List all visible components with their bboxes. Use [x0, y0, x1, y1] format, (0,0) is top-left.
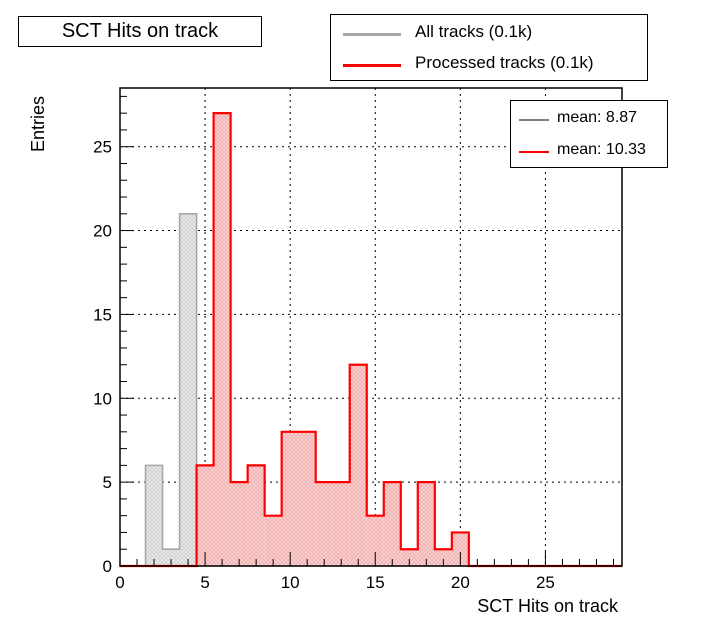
legend-label-processed-tracks: Processed tracks (0.1k)	[415, 53, 594, 72]
histogram-bar	[145, 465, 163, 566]
y-tick-label: 25	[93, 138, 112, 157]
stats-entry-processed-tracks: mean: 10.33	[511, 137, 667, 167]
legend-swatch-processed-tracks	[343, 64, 401, 67]
axis-ticks	[119, 95, 614, 567]
x-tick-label: 0	[115, 573, 124, 592]
legend-entry-processed-tracks: Processed tracks (0.1k)	[331, 50, 647, 80]
legend: All tracks (0.1k) Processed tracks (0.1k…	[330, 14, 648, 81]
histogram-bar	[332, 482, 350, 566]
histogram-outline-processed-tracks	[120, 112, 622, 568]
y-tick-label: 0	[103, 557, 112, 576]
stats-mean-processed-tracks: mean: 10.33	[557, 141, 646, 158]
histogram-bar	[162, 549, 180, 566]
histogram-bar	[349, 364, 367, 566]
plot-frame	[119, 87, 623, 567]
histogram-bar	[281, 431, 299, 566]
histogram-bar	[366, 515, 384, 566]
x-tick-label: 10	[281, 573, 300, 592]
x-tick-label: 25	[536, 573, 555, 592]
histogram-bar	[315, 482, 333, 566]
legend-label-all-tracks: All tracks (0.1k)	[415, 22, 533, 41]
histogram-bar	[434, 549, 452, 566]
stats-mean-all-tracks: mean: 8.87	[557, 109, 638, 126]
y-axis-label: Entries	[28, 96, 48, 152]
histogram-bar	[400, 549, 418, 566]
y-tick-label: 10	[93, 389, 112, 408]
histogram-bar	[383, 482, 401, 566]
histogram-bar	[451, 532, 469, 566]
stats-box: mean: 8.87 mean: 10.33	[510, 100, 668, 168]
stats-swatch-processed-tracks	[519, 151, 549, 153]
y-tick-label: 20	[93, 222, 112, 241]
histogram-outlines	[120, 112, 622, 568]
legend-swatch-all-tracks	[343, 33, 401, 36]
histogram-bar	[417, 482, 435, 566]
histogram-outline-all-tracks	[120, 212, 622, 567]
histogram-bar	[298, 431, 316, 566]
stats-entry-all-tracks: mean: 8.87	[511, 105, 667, 135]
y-tick-label: 5	[103, 473, 112, 492]
y-tick-label: 15	[93, 305, 112, 324]
histogram-bar	[230, 482, 248, 566]
histogram-bar	[196, 465, 214, 566]
x-tick-label: 15	[366, 573, 385, 592]
legend-entry-all-tracks: All tracks (0.1k)	[331, 19, 647, 49]
histogram-bars	[145, 113, 469, 566]
x-tick-label: 20	[451, 573, 470, 592]
chart-title: SCT Hits on track	[18, 16, 262, 47]
x-tick-label: 5	[200, 573, 209, 592]
histogram-bar	[213, 113, 231, 566]
histogram-bar	[264, 515, 282, 566]
x-axis-label: SCT Hits on track	[477, 596, 619, 616]
histogram-bar	[179, 213, 197, 566]
stats-swatch-all-tracks	[519, 119, 549, 121]
histogram-bar	[247, 465, 265, 566]
tick-labels: 0 5 10 15 20 25 0 5 10 15 20 25	[93, 138, 555, 592]
